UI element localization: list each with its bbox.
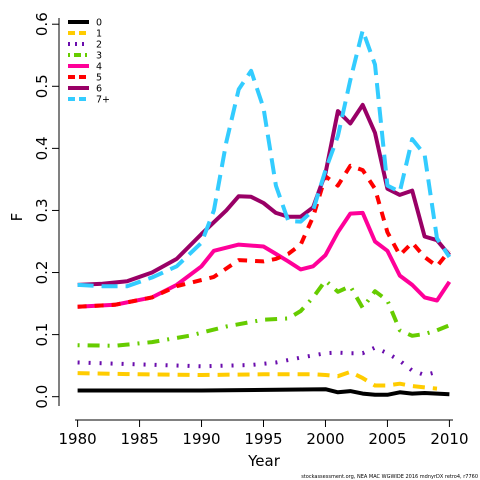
legend-label: 3 [96,51,102,62]
y-tick-label: 0.6 [33,12,51,36]
x-tick-label: 1995 [244,430,282,448]
x-tick-label: 2000 [306,430,344,448]
x-tick-label: 2005 [368,430,406,448]
series-line-2 [77,345,438,377]
x-ticks: 1980 1985 1990 1995 2000 2005 2010 [58,420,469,448]
series-line-5 [77,163,451,309]
y-tick-label: 0.4 [33,136,51,160]
y-tick-label: 0.2 [33,261,51,285]
series-line-1 [77,369,438,391]
y-tick-label: 0.5 [33,74,51,98]
y-ticks: 0.0 0.1 0.2 0.3 0.4 0.5 0.6 [33,12,59,409]
series-line-3 [77,278,451,348]
legend-label: 6 [96,84,102,95]
legend-label: 4 [96,62,102,73]
x-axis-title: Year [247,452,281,470]
x-tick-label: 2010 [430,430,468,448]
legend-label: 5 [96,73,102,84]
legend-label: 0 [96,18,102,29]
series-line-7plus [77,28,452,289]
y-axis-title: F [8,213,26,222]
y-tick-label: 0.1 [33,323,51,347]
x-tick-label: 1980 [58,430,96,448]
axes-layer [58,18,453,421]
y-tick-label: 0.0 [33,385,51,409]
legend-label: 2 [96,40,102,51]
series-line-4 [77,210,452,309]
series-layer [77,28,452,397]
x-tick-label: 1985 [120,430,158,448]
series-line-0 [77,387,450,397]
series-line-6 [77,102,451,287]
legend-label: 7+ [96,95,110,106]
footnote: stockassessment.org, NEA MAC WGWIDE 2016… [301,474,478,480]
y-tick-label: 0.3 [33,198,51,222]
x-tick-label: 1990 [182,430,220,448]
legend-label: 1 [96,29,102,40]
